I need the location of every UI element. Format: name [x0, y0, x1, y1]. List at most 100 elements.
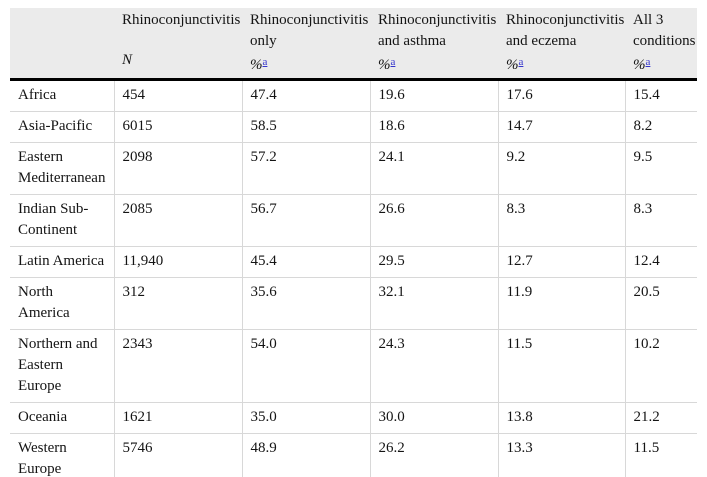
asthma-value-cell: 24.3: [369, 329, 498, 403]
n-label: N: [122, 52, 133, 68]
asthma-value-cell: 29.5: [369, 246, 498, 278]
column-title: Rhinoconjunctivitis only: [250, 10, 370, 52]
region-cell: North America: [10, 277, 114, 330]
table-row: Northern and Eastern Europe 2343 54.0 24.3 1…: [10, 329, 697, 403]
percent-label: %: [506, 57, 519, 73]
asthma-value-cell: 32.1: [369, 277, 498, 330]
region-cell: Asia-Pacific: [10, 111, 114, 143]
table-row: Latin America 11,940 45.4 29.5 12.7 12.4: [10, 246, 697, 278]
table-row: Africa 454 47.4 19.6 17.6 15.4: [10, 79, 697, 112]
n-value-cell: 11,940: [113, 246, 242, 278]
column-subheader: N: [122, 50, 242, 71]
column-header-only: Rhinoconjunctivitis only %a: [242, 8, 370, 81]
header-row: Rhinoconjunctivitis N Rhinoconjunctivitis o…: [10, 8, 697, 81]
n-value-cell: 2098: [113, 142, 242, 195]
region-cell: Oceania: [10, 402, 114, 434]
column-title-line: and asthma: [378, 33, 446, 49]
column-title-line: Rhinoconjunctivitis: [378, 12, 497, 28]
table-row: Eastern Mediterranean 2098 57.2 24.1 9.2 9.5: [10, 142, 697, 195]
column-subheader: %a: [633, 52, 697, 76]
column-header-content: All 3 conditions %a: [633, 10, 697, 76]
footnote-a-link[interactable]: a: [390, 56, 396, 68]
n-value-cell: 2343: [113, 329, 242, 403]
eczema-value-cell: 12.7: [497, 246, 625, 278]
all3-value-cell: 21.2: [624, 402, 697, 434]
column-title-line: Rhinoconjunctivitis: [506, 12, 625, 28]
column-subheader: %a: [378, 52, 498, 76]
column-header-all3: All 3 conditions %a: [625, 8, 697, 81]
all3-value-cell: 15.4: [624, 79, 697, 112]
table-row: Asia-Pacific 6015 58.5 18.6 14.7 8.2: [10, 111, 697, 143]
all3-value-cell: 12.4: [624, 246, 697, 278]
column-header-eczema: Rhinoconjunctivitis and eczema %a: [498, 8, 625, 81]
eczema-value-cell: 8.3: [497, 194, 625, 247]
column-header-content: Rhinoconjunctivitis and asthma %a: [378, 10, 498, 76]
table-row: Western Europe 5746 48.9 26.2 13.3 11.5: [10, 433, 697, 477]
only-value-cell: 35.0: [241, 402, 370, 434]
all3-value-cell: 10.2: [624, 329, 697, 403]
region-cell: Latin America: [10, 246, 114, 278]
table-row: Indian Sub-Continent 2085 56.7 26.6 8.3 8.3: [10, 194, 697, 247]
table-row: Oceania 1621 35.0 30.0 13.8 21.2: [10, 402, 697, 434]
percent-label: %: [633, 57, 646, 73]
asthma-value-cell: 30.0: [369, 402, 498, 434]
all3-value-cell: 11.5: [624, 433, 697, 477]
eczema-value-cell: 11.9: [497, 277, 625, 330]
column-header-content: [18, 10, 114, 71]
only-value-cell: 56.7: [241, 194, 370, 247]
region-cell: Eastern Mediterranean: [10, 142, 114, 195]
column-header-content: Rhinoconjunctivitis only %a: [250, 10, 370, 76]
only-value-cell: 45.4: [241, 246, 370, 278]
table-header: Rhinoconjunctivitis N Rhinoconjunctivitis o…: [10, 8, 697, 81]
n-value-cell: 312: [113, 277, 242, 330]
column-title-line: conditions: [633, 33, 696, 49]
region-cell: Northern and Eastern Europe: [10, 329, 114, 403]
n-value-cell: 5746: [113, 433, 242, 477]
column-title: Rhinoconjunctivitis and asthma: [378, 10, 498, 52]
column-header-asthma: Rhinoconjunctivitis and asthma %a: [370, 8, 498, 81]
footnote-a-link[interactable]: a: [262, 56, 268, 68]
column-title: All 3 conditions: [633, 10, 697, 52]
all3-value-cell: 9.5: [624, 142, 697, 195]
table-body: Africa 454 47.4 19.6 17.6 15.4 Asia-Pacific 601…: [10, 79, 697, 477]
eczema-value-cell: 13.8: [497, 402, 625, 434]
column-header-content: Rhinoconjunctivitis and eczema %a: [506, 10, 625, 76]
only-value-cell: 35.6: [241, 277, 370, 330]
asthma-value-cell: 26.2: [369, 433, 498, 477]
footnote-a-link[interactable]: a: [645, 56, 651, 68]
footnote-a-link[interactable]: a: [518, 56, 524, 68]
column-header-region: [10, 8, 114, 81]
region-cell: Indian Sub-Continent: [10, 194, 114, 247]
asthma-value-cell: 19.6: [369, 79, 498, 112]
eczema-value-cell: 14.7: [497, 111, 625, 143]
column-header-n: Rhinoconjunctivitis N: [114, 8, 242, 81]
n-value-cell: 2085: [113, 194, 242, 247]
eczema-value-cell: 11.5: [497, 329, 625, 403]
all3-value-cell: 8.3: [624, 194, 697, 247]
column-subheader: %a: [250, 52, 370, 76]
only-value-cell: 54.0: [241, 329, 370, 403]
column-title: Rhinoconjunctivitis and eczema: [506, 10, 625, 52]
all3-value-cell: 8.2: [624, 111, 697, 143]
column-title: Rhinoconjunctivitis: [122, 10, 242, 31]
asthma-value-cell: 26.6: [369, 194, 498, 247]
column-title-line: only: [250, 33, 277, 49]
only-value-cell: 57.2: [241, 142, 370, 195]
eczema-value-cell: 9.2: [497, 142, 625, 195]
table-row: North America 312 35.6 32.1 11.9 20.5: [10, 277, 697, 330]
n-value-cell: 454: [113, 79, 242, 112]
all3-value-cell: 20.5: [624, 277, 697, 330]
asthma-value-cell: 24.1: [369, 142, 498, 195]
n-value-cell: 6015: [113, 111, 242, 143]
rhinoconjunctivitis-region-table: Rhinoconjunctivitis N Rhinoconjunctivitis o…: [10, 8, 697, 477]
column-subheader: %a: [506, 52, 625, 76]
column-title-line: Rhinoconjunctivitis: [250, 12, 369, 28]
eczema-value-cell: 17.6: [497, 79, 625, 112]
only-value-cell: 47.4: [241, 79, 370, 112]
column-title-line: and eczema: [506, 33, 577, 49]
column-header-content: Rhinoconjunctivitis N: [122, 10, 242, 71]
column-title-line: Rhinoconjunctivitis: [122, 12, 241, 28]
percent-label: %: [378, 57, 391, 73]
column-title-line: All 3: [633, 12, 664, 28]
